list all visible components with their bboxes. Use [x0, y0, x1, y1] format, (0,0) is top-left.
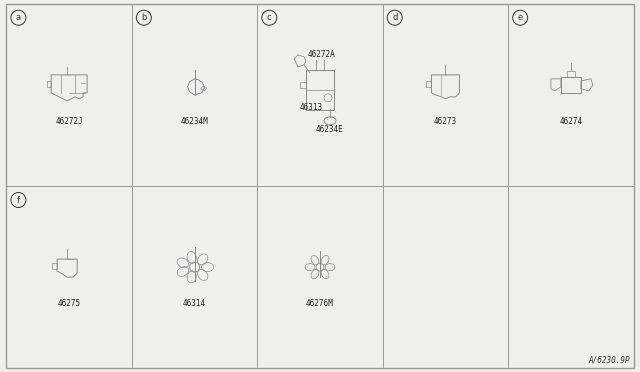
Text: 46234M: 46234M: [180, 117, 209, 126]
Text: f: f: [17, 196, 20, 205]
Text: c: c: [267, 13, 271, 22]
Text: 46234E: 46234E: [316, 125, 344, 134]
Text: 46314: 46314: [183, 299, 206, 308]
Text: b: b: [141, 13, 147, 22]
Text: e: e: [518, 13, 523, 22]
Text: 46276M: 46276M: [306, 299, 334, 308]
Text: a: a: [16, 13, 21, 22]
Text: 46274: 46274: [559, 117, 582, 126]
Text: A/6230.9P: A/6230.9P: [588, 355, 630, 364]
Text: 46272A: 46272A: [308, 50, 336, 59]
Text: 46272J: 46272J: [55, 117, 83, 126]
Text: 46273: 46273: [434, 117, 457, 126]
Text: d: d: [392, 13, 397, 22]
Text: 46313: 46313: [300, 103, 323, 112]
Text: 46275: 46275: [58, 299, 81, 308]
